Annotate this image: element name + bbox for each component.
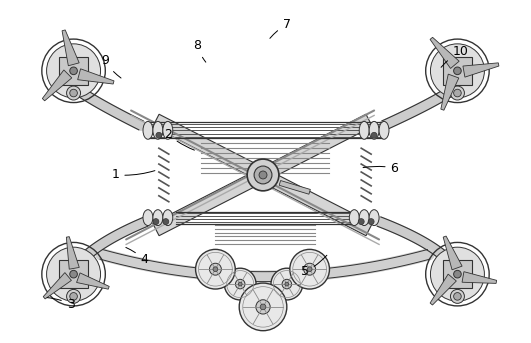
- Circle shape: [47, 247, 100, 301]
- Ellipse shape: [349, 210, 359, 226]
- Ellipse shape: [143, 210, 153, 226]
- Text: 1: 1: [112, 168, 155, 181]
- Ellipse shape: [369, 121, 379, 139]
- Ellipse shape: [163, 210, 173, 226]
- Circle shape: [453, 67, 461, 75]
- Circle shape: [156, 132, 162, 138]
- Polygon shape: [153, 114, 372, 236]
- Circle shape: [238, 282, 242, 286]
- Ellipse shape: [153, 121, 163, 139]
- Circle shape: [195, 249, 235, 289]
- Text: 2: 2: [164, 128, 194, 150]
- Circle shape: [371, 132, 377, 138]
- Polygon shape: [462, 272, 496, 283]
- Circle shape: [290, 249, 329, 289]
- Polygon shape: [66, 237, 79, 269]
- Circle shape: [304, 263, 315, 275]
- Circle shape: [153, 218, 159, 225]
- Text: 5: 5: [301, 255, 327, 279]
- Polygon shape: [279, 180, 310, 194]
- Circle shape: [213, 267, 218, 272]
- Circle shape: [453, 89, 461, 97]
- Circle shape: [285, 282, 289, 286]
- Circle shape: [70, 270, 78, 278]
- Circle shape: [368, 218, 374, 225]
- Circle shape: [431, 44, 484, 98]
- Polygon shape: [43, 273, 71, 299]
- Ellipse shape: [143, 121, 153, 139]
- Circle shape: [271, 268, 303, 300]
- Circle shape: [282, 279, 292, 289]
- Polygon shape: [62, 30, 79, 66]
- Ellipse shape: [359, 210, 369, 226]
- Polygon shape: [430, 37, 459, 69]
- Polygon shape: [463, 63, 499, 77]
- Circle shape: [239, 283, 287, 331]
- Text: 3: 3: [47, 298, 74, 311]
- Ellipse shape: [153, 210, 163, 226]
- Circle shape: [70, 67, 78, 75]
- Circle shape: [256, 300, 270, 314]
- Ellipse shape: [359, 121, 369, 139]
- Circle shape: [247, 159, 279, 191]
- Circle shape: [70, 293, 78, 300]
- Circle shape: [259, 171, 267, 179]
- Text: 8: 8: [193, 39, 206, 62]
- Ellipse shape: [379, 121, 389, 139]
- Circle shape: [450, 289, 465, 303]
- Circle shape: [70, 89, 78, 97]
- Circle shape: [209, 263, 221, 275]
- FancyBboxPatch shape: [443, 57, 472, 85]
- Circle shape: [224, 268, 256, 300]
- Ellipse shape: [369, 210, 379, 226]
- Circle shape: [260, 304, 266, 310]
- Polygon shape: [443, 236, 462, 270]
- Polygon shape: [441, 74, 459, 110]
- FancyBboxPatch shape: [443, 260, 472, 288]
- Circle shape: [453, 270, 461, 278]
- Text: 9: 9: [101, 55, 121, 78]
- Polygon shape: [42, 70, 72, 101]
- Circle shape: [307, 267, 312, 272]
- Polygon shape: [78, 69, 114, 84]
- Polygon shape: [153, 114, 372, 236]
- Circle shape: [47, 44, 100, 98]
- Circle shape: [235, 279, 245, 289]
- Polygon shape: [430, 274, 456, 305]
- Ellipse shape: [163, 121, 173, 139]
- Text: 6: 6: [363, 162, 398, 175]
- FancyBboxPatch shape: [59, 260, 88, 288]
- Circle shape: [453, 293, 461, 300]
- Circle shape: [431, 247, 484, 301]
- Circle shape: [358, 218, 364, 225]
- Text: 10: 10: [441, 45, 468, 67]
- Text: 7: 7: [270, 18, 290, 38]
- Circle shape: [450, 86, 465, 100]
- Circle shape: [163, 218, 169, 225]
- Circle shape: [66, 289, 81, 303]
- Text: 4: 4: [126, 247, 148, 267]
- FancyBboxPatch shape: [59, 57, 88, 85]
- Circle shape: [254, 166, 272, 184]
- Polygon shape: [76, 273, 109, 289]
- Circle shape: [66, 86, 81, 100]
